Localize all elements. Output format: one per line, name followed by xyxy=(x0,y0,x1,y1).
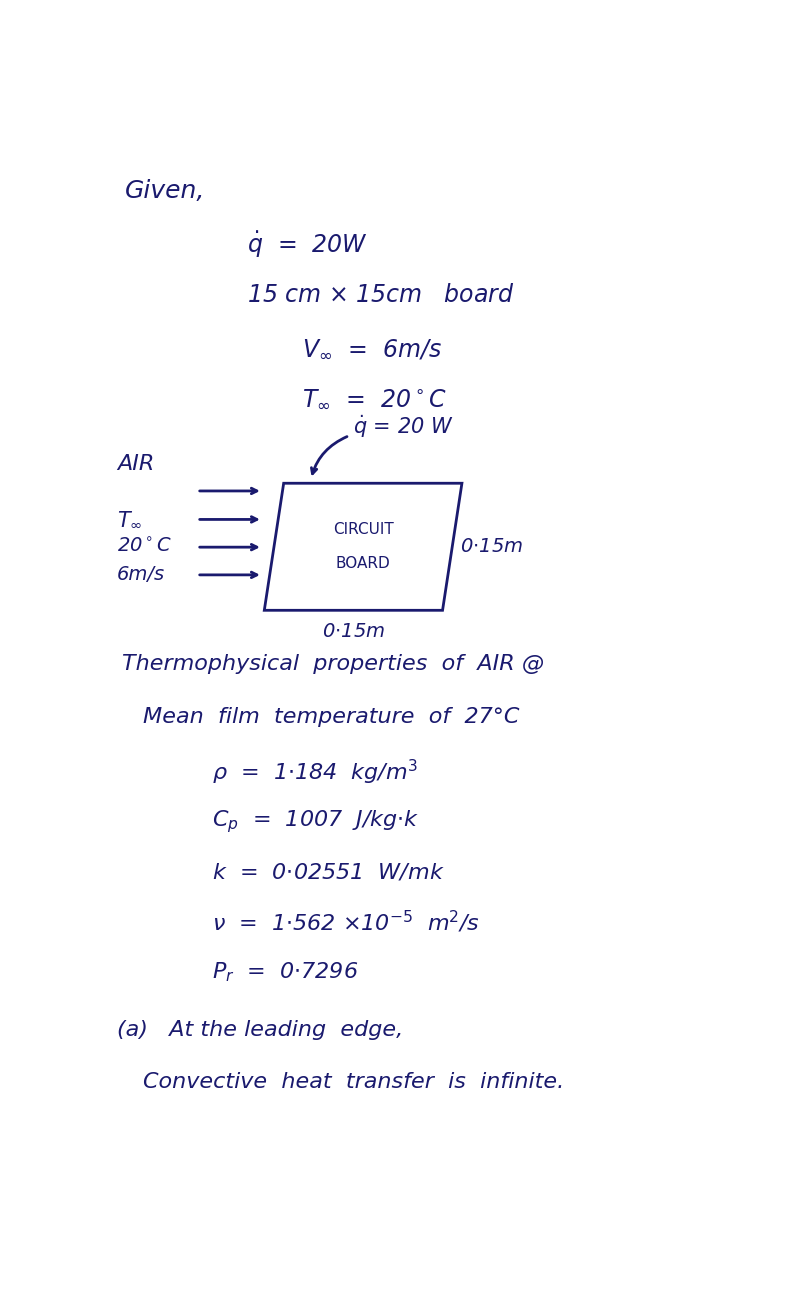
Text: CIRCUIT: CIRCUIT xyxy=(333,523,394,537)
Text: $\mathit{\rho}$  =  1$\cdot$184  kg/m$^3$: $\mathit{\rho}$ = 1$\cdot$184 kg/m$^3$ xyxy=(212,758,418,786)
Text: $T_\infty$: $T_\infty$ xyxy=(117,510,142,529)
Text: $V_\infty$  =  6m/s: $V_\infty$ = 6m/s xyxy=(302,337,442,360)
Text: Convective  heat  transfer  is  infinite.: Convective heat transfer is infinite. xyxy=(142,1072,564,1092)
Text: $C_p$  =  1007  J/kg$\cdot$k: $C_p$ = 1007 J/kg$\cdot$k xyxy=(212,809,420,836)
Text: Mean  film  temperature  of  27°C: Mean film temperature of 27°C xyxy=(142,707,519,727)
Text: 20$^\circ$C: 20$^\circ$C xyxy=(117,538,172,556)
Text: $\dot{q}$  =  20W: $\dot{q}$ = 20W xyxy=(247,229,368,260)
Text: $\dot{q}$ = 20 W: $\dot{q}$ = 20 W xyxy=(354,413,454,439)
Text: Thermophysical  properties  of  AIR @: Thermophysical properties of AIR @ xyxy=(122,654,544,675)
Text: 15 cm $\times$ 15cm   board: 15 cm $\times$ 15cm board xyxy=(247,282,515,307)
Text: 6m/s: 6m/s xyxy=(117,566,165,585)
Text: $P_r$  =  0$\cdot$7296: $P_r$ = 0$\cdot$7296 xyxy=(212,961,358,984)
Text: 0$\cdot$15m: 0$\cdot$15m xyxy=(322,623,385,641)
Text: (a)   At the leading  edge,: (a) At the leading edge, xyxy=(117,1020,403,1040)
Text: $\nu$  =  1$\cdot$562 $\times$10$^{-5}$  m$^2$/s: $\nu$ = 1$\cdot$562 $\times$10$^{-5}$ m$… xyxy=(212,909,480,935)
Text: AIR: AIR xyxy=(117,454,154,474)
Text: BOARD: BOARD xyxy=(336,556,390,571)
Text: 0$\cdot$15m: 0$\cdot$15m xyxy=(460,537,523,556)
Text: $T_\infty$  =  20$^\circ$C: $T_\infty$ = 20$^\circ$C xyxy=(302,386,446,411)
Text: k  =  0$\cdot$02551  W/mk: k = 0$\cdot$02551 W/mk xyxy=(212,862,445,883)
Text: Given,: Given, xyxy=(125,178,205,203)
